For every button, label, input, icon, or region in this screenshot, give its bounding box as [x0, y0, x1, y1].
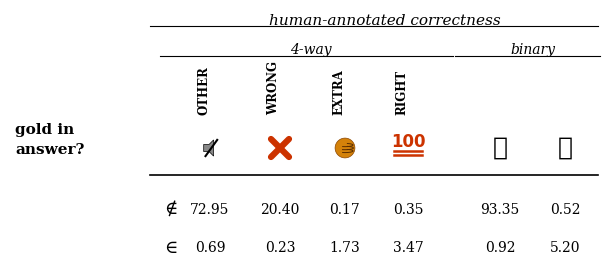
Polygon shape: [204, 140, 213, 156]
Text: 0.52: 0.52: [550, 203, 580, 217]
Text: 0.23: 0.23: [264, 241, 295, 255]
Text: binary: binary: [510, 43, 555, 57]
Text: 3.47: 3.47: [393, 241, 423, 255]
Text: ∈: ∈: [165, 239, 178, 257]
Text: human-annotated correctness: human-annotated correctness: [269, 14, 500, 28]
Text: ✗: ✗: [492, 136, 508, 160]
Text: 1.73: 1.73: [330, 241, 361, 255]
Text: WRONG: WRONG: [267, 61, 280, 115]
Text: OTHER: OTHER: [197, 66, 210, 115]
Text: answer?: answer?: [15, 143, 85, 157]
Text: ✓: ✓: [558, 136, 573, 160]
Text: 0.17: 0.17: [330, 203, 361, 217]
Text: RIGHT: RIGHT: [395, 70, 408, 115]
Text: 100: 100: [391, 133, 425, 151]
Text: 20.40: 20.40: [260, 203, 300, 217]
Text: 0.35: 0.35: [393, 203, 423, 217]
Circle shape: [335, 138, 355, 158]
Text: ∉: ∉: [165, 201, 178, 219]
Text: gold in: gold in: [15, 123, 74, 137]
Text: 93.35: 93.35: [480, 203, 520, 217]
Text: 72.95: 72.95: [190, 203, 230, 217]
Text: 5.20: 5.20: [550, 241, 580, 255]
Text: 0.92: 0.92: [485, 241, 515, 255]
Text: EXTRA: EXTRA: [332, 69, 345, 115]
Text: 4-way: 4-way: [290, 43, 331, 57]
Text: 0.69: 0.69: [195, 241, 225, 255]
